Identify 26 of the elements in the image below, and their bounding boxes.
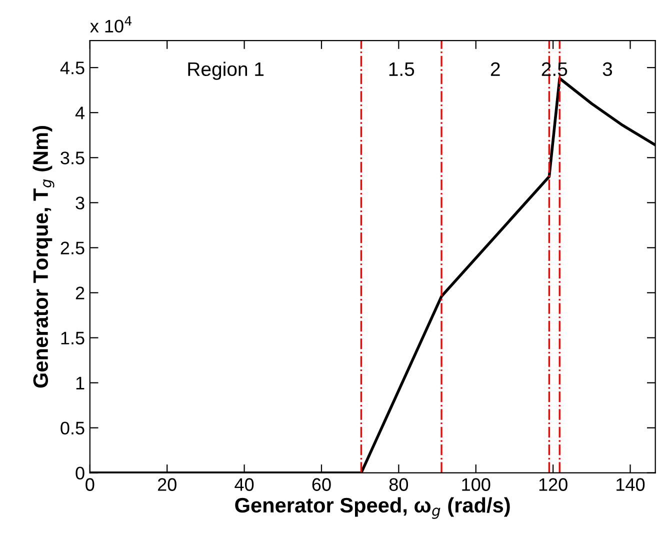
x-tick-label: 140 bbox=[616, 478, 645, 491]
y-tick-label: 0.5 bbox=[60, 422, 84, 435]
annotation: 3 bbox=[602, 62, 612, 76]
y-tick-label: 4.5 bbox=[60, 62, 84, 74]
x-tick-label: 60 bbox=[312, 478, 331, 491]
y-tick-label: 4 bbox=[75, 106, 85, 120]
y-tick-label: 2.5 bbox=[60, 242, 84, 254]
y-tick-label: 1 bbox=[76, 376, 84, 390]
text: x 10$^{4}$ bbox=[90, 16, 132, 33]
y-tick-label: 0 bbox=[76, 466, 84, 480]
annotation: 2.5 bbox=[542, 62, 568, 76]
annotation: 1.5 bbox=[389, 62, 414, 76]
y-tick-label: 2 bbox=[76, 286, 84, 300]
x-tick-label: 80 bbox=[389, 478, 408, 491]
annotation: Region 1 bbox=[188, 62, 264, 80]
x-tick-label: 40 bbox=[234, 478, 254, 491]
y-axis-title: Generator Torque, T$_{g}$ (Nm) bbox=[32, 126, 54, 388]
y-tick-label: 3 bbox=[76, 196, 84, 210]
x-tick-label: 0 bbox=[86, 478, 94, 491]
y-tick-label: 3.5 bbox=[60, 152, 84, 164]
y-tick-label: 1.5 bbox=[61, 332, 84, 344]
x-tick-label: 120 bbox=[539, 478, 568, 491]
x-tick-label: 20 bbox=[158, 478, 176, 491]
x-tick-label: 100 bbox=[462, 478, 490, 491]
annotation: 2 bbox=[490, 62, 500, 76]
x-axis-title: Generator Speed, ω$_{g}$ (rad/s) bbox=[235, 497, 510, 519]
